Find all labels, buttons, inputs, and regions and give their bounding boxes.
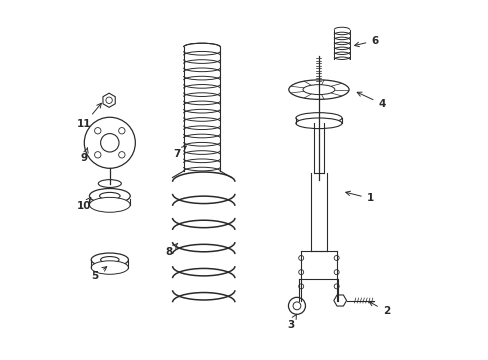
Text: 11: 11 bbox=[77, 103, 101, 129]
Polygon shape bbox=[333, 295, 346, 306]
Ellipse shape bbox=[91, 261, 128, 274]
Circle shape bbox=[94, 127, 101, 134]
Circle shape bbox=[333, 284, 339, 289]
Text: 7: 7 bbox=[172, 146, 186, 159]
Circle shape bbox=[333, 256, 339, 260]
Text: 1: 1 bbox=[345, 191, 373, 203]
Circle shape bbox=[292, 302, 300, 310]
Text: 8: 8 bbox=[165, 243, 178, 257]
Circle shape bbox=[119, 127, 125, 134]
Circle shape bbox=[298, 270, 303, 275]
Ellipse shape bbox=[89, 189, 130, 203]
Text: 3: 3 bbox=[286, 314, 296, 330]
Text: 10: 10 bbox=[77, 197, 91, 211]
Circle shape bbox=[119, 152, 125, 158]
Ellipse shape bbox=[100, 192, 120, 199]
Circle shape bbox=[298, 256, 303, 260]
Ellipse shape bbox=[295, 118, 341, 129]
Text: 2: 2 bbox=[368, 302, 389, 316]
Circle shape bbox=[94, 152, 101, 158]
Polygon shape bbox=[103, 93, 115, 107]
Circle shape bbox=[333, 270, 339, 275]
Text: 5: 5 bbox=[91, 267, 106, 281]
Text: 4: 4 bbox=[356, 92, 385, 109]
Circle shape bbox=[84, 117, 135, 168]
Ellipse shape bbox=[89, 197, 130, 212]
Circle shape bbox=[106, 97, 112, 103]
Ellipse shape bbox=[303, 85, 334, 95]
Ellipse shape bbox=[288, 80, 348, 99]
Ellipse shape bbox=[98, 180, 121, 188]
Ellipse shape bbox=[91, 253, 128, 266]
Ellipse shape bbox=[295, 113, 341, 123]
Text: 9: 9 bbox=[81, 148, 88, 163]
Circle shape bbox=[288, 297, 305, 314]
Ellipse shape bbox=[101, 257, 119, 263]
Text: 6: 6 bbox=[354, 36, 378, 47]
Circle shape bbox=[101, 134, 119, 152]
Circle shape bbox=[298, 284, 303, 289]
